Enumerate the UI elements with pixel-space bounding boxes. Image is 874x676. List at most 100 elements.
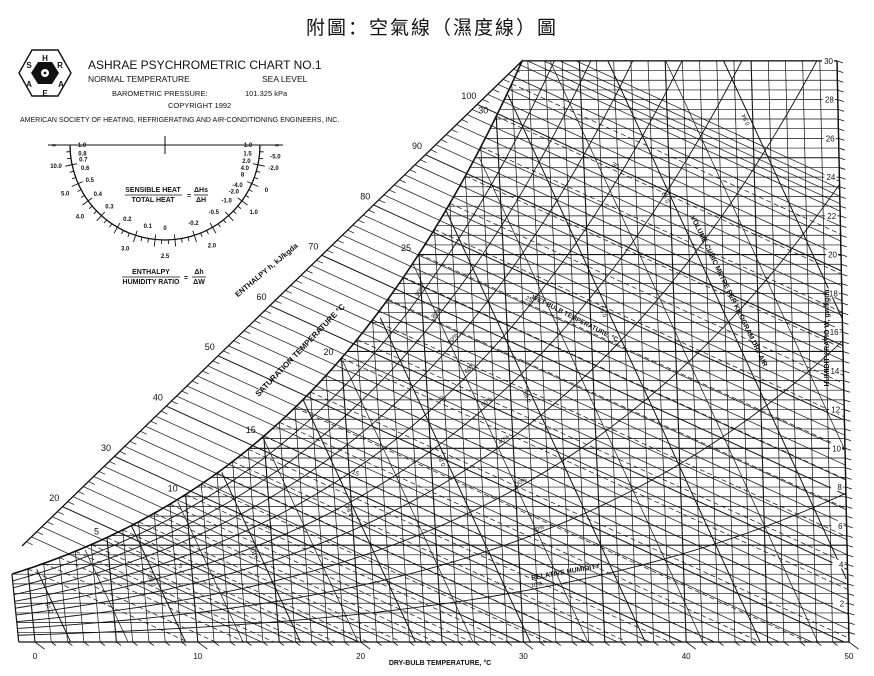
humidity-ratio-tick [840,215,847,219]
humidity-ratio-axis-label: HUMIDITY RATIO W, gw/kgda [824,289,831,386]
wet-bulb-line [387,298,847,509]
protractor-tick [69,170,74,173]
protractor-tick [254,177,259,180]
enthalpy-tick [440,139,448,143]
humidity-ratio-tick [843,389,850,393]
enthalpy-tick [98,471,106,475]
protractor-arc [69,144,261,241]
protractor-inner-label: 0.8 [78,152,87,158]
protractor-tick [212,227,217,234]
enthalpy-scale-line [21,59,524,547]
dry-bulb-line [403,277,427,643]
relative-humidity-label: 90% [415,284,427,298]
enthalpy-tick-label: 30 [101,443,111,453]
dry-bulb-tick-label: 20 [356,652,365,661]
relative-humidity-label: 80% [431,306,444,320]
specific-volume-tick-label: 0.88 [523,389,534,403]
chart-header: ASHRAE PSYCHROMETRIC CHART NO.1 NORMAL T… [20,58,339,124]
protractor-tick [154,234,157,240]
protractor-inner-label: 1.5 [243,152,252,158]
dry-bulb-tick [230,641,236,646]
enthalpy-tick-label: 50 [205,342,215,352]
protractor-inner-label: -0.5 [209,210,220,216]
specific-volume-tick-label: 0.80 [147,573,158,587]
humidity-ratio-tick [840,234,847,238]
enthalpy-line [477,103,842,272]
copyright-label: COPYRIGHT 1992 [168,101,231,110]
wet-bulb-line [279,421,761,643]
enthalpy-tick [471,109,479,113]
humidity-ratio-tick [844,418,851,422]
humidity-ratio-tick [839,205,847,209]
sensible-heat-label: SENSIBLE HEAT [125,187,181,194]
specific-volume-tick-label: 0.84 [345,504,356,518]
enthalpy-line [249,325,849,600]
protractor-tick [257,164,265,167]
dry-bulb-tick [409,641,415,646]
total-heat-label: TOTAL HEAT [131,197,175,204]
logo-letter: A [58,80,64,89]
enthalpy-tick [88,481,95,485]
dry-bulb-tick [99,641,106,646]
enthalpy-line [321,254,847,496]
ashrae-logo: HR A E A S [18,49,72,98]
dry-bulb-tick [197,641,208,650]
protractor-tick [147,238,149,243]
enthalpy-tick [378,199,386,204]
protractor-inner-label: 1.0 [78,143,87,149]
dry-bulb-tick [425,641,431,646]
saturation-tick-label: 20 [324,347,334,357]
protractor-tick [256,170,261,173]
equals-sign: = [187,193,191,200]
label-background [833,598,846,608]
protractor-tick [133,235,137,243]
dry-bulb-line [372,319,394,643]
protractor-tick [121,230,124,235]
protractor-tick [66,157,71,160]
enthalpy-tick [492,89,500,93]
enthalpy-tick [26,541,33,546]
barometric-pressure-label: BAROMETRIC PRESSURE: [112,89,207,98]
humidity-ratio-tick [847,583,854,587]
enthalpy-tick [420,159,427,163]
humidity-ratio-tick-label: 4 [839,561,844,570]
wet-bulb-line [122,529,369,643]
protractor-tick [187,237,190,242]
specific-volume-line [607,60,847,580]
humidity-ratio-tick [838,118,845,122]
humidity-ratio-tick [838,157,846,161]
enthalpy-line [435,144,843,331]
relative-humidity-label: 20% [532,524,546,534]
humidity-ratio-tick-label: 18 [829,289,838,298]
dry-bulb-tick [539,641,545,646]
protractor-inner-label: -1.0 [222,199,233,205]
wet-bulb-line [511,83,841,235]
enthalpy-tick [160,410,168,415]
dry-bulb-tick [360,641,371,650]
dry-bulb-tick [653,641,659,646]
logo-dot [43,71,47,75]
saturation-tick-label: 5 [94,526,99,536]
humidity-ratio-tick [839,176,846,180]
protractor-tick [217,223,221,228]
protractor-inner-label: 0.3 [105,205,114,211]
humidity-ratio-tick-label: 8 [837,483,842,492]
protractor-tick [127,232,130,237]
enthalpy-tick [243,330,251,334]
relative-humidity-label: 70% [447,332,460,346]
dry-bulb-tick [474,641,480,646]
enthalpy-line [311,264,847,511]
protractor-outer-label: 3.0 [121,247,130,253]
specific-volume-tick-label: 0.82 [250,546,261,560]
chart-left-edge [11,574,20,643]
enthalpy-tick [513,68,521,73]
wet-bulb-line [341,357,849,590]
humidity-ratio-tick [840,244,847,248]
enthalpy-tick [46,521,54,525]
wet-bulb-line [154,512,437,643]
dry-bulb-tick [116,641,122,646]
specific-volume-line [84,549,129,643]
dry-bulb-tick [376,641,382,646]
specific-volume-line [302,399,416,643]
enthalpy-tick-label: 40 [153,392,163,402]
